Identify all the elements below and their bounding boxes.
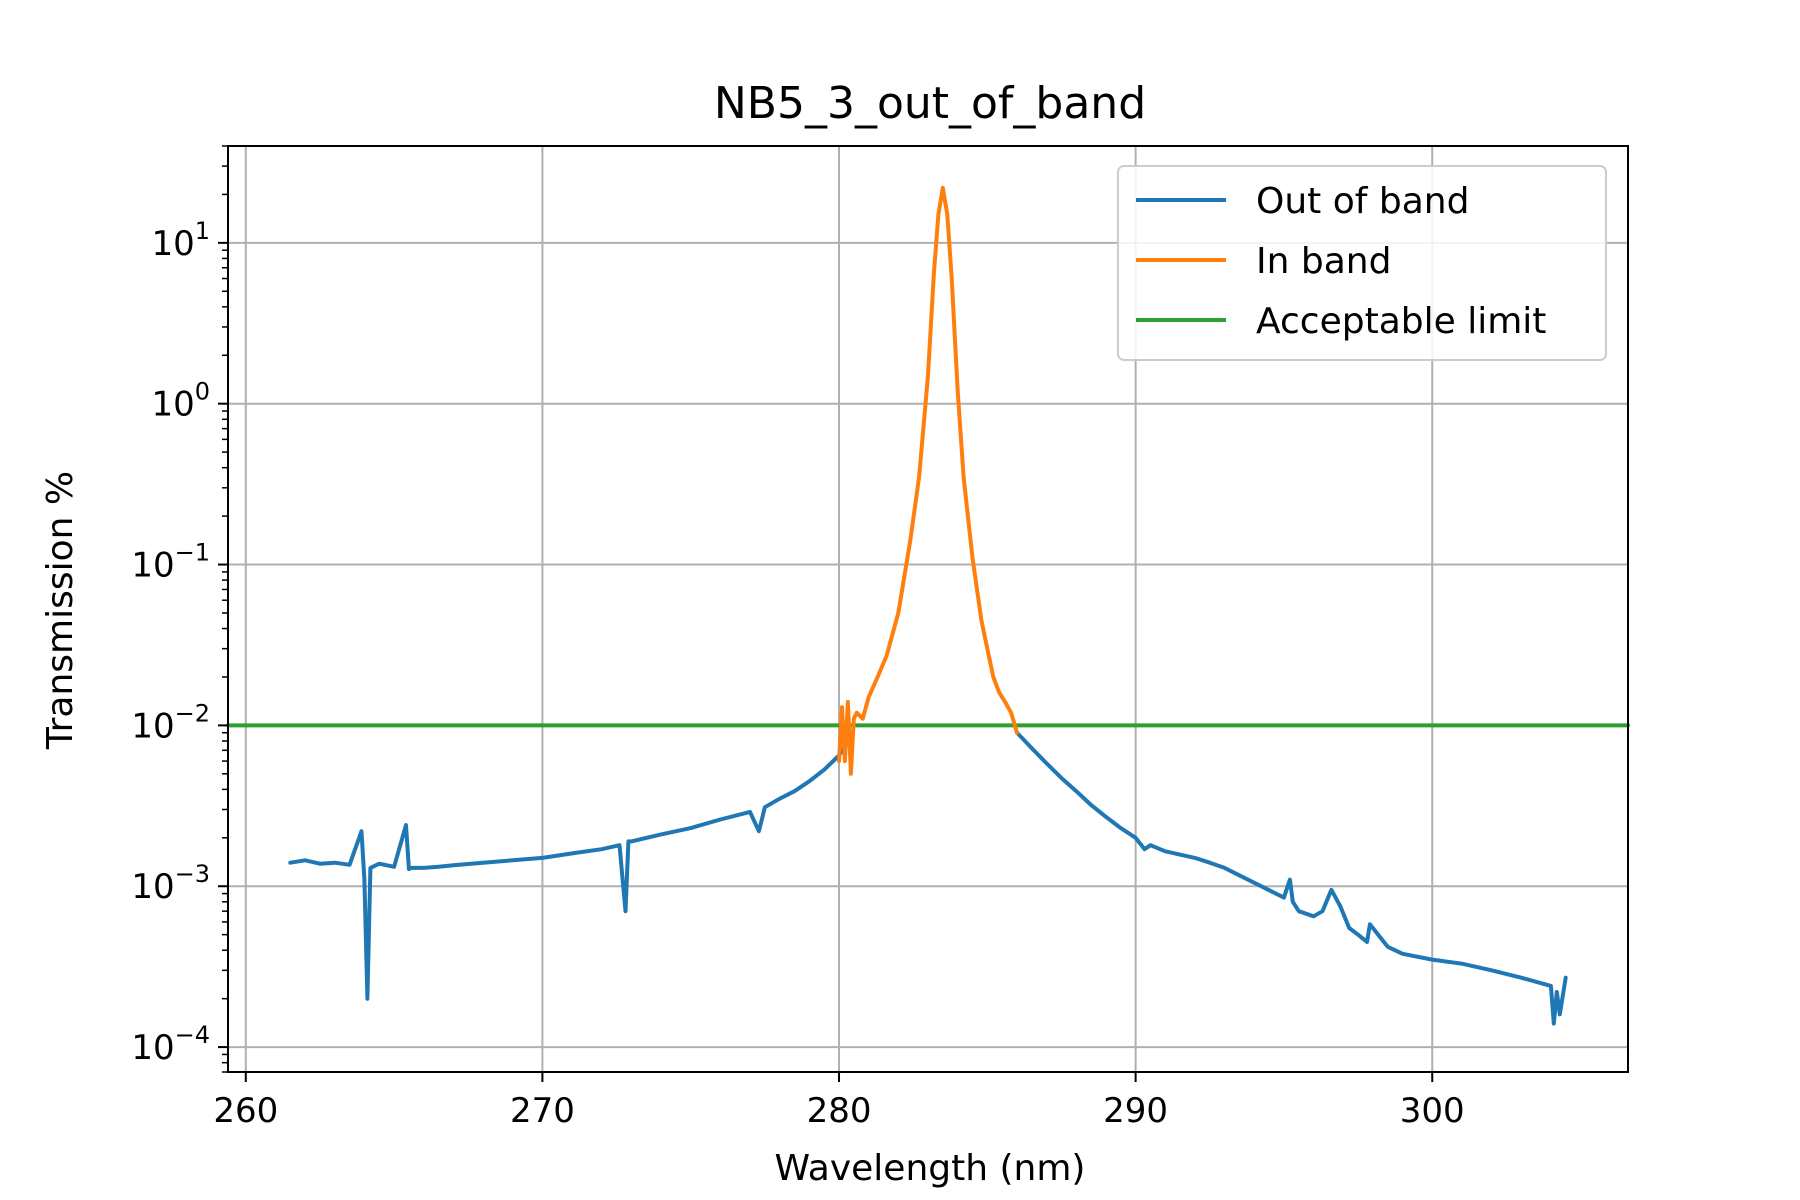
y-tick-label: 101 xyxy=(151,217,210,264)
x-axis-label: Wavelength (nm) xyxy=(775,1148,1086,1189)
y-axis-label: Transmission % xyxy=(40,471,81,750)
x-tick-label: 260 xyxy=(213,1091,278,1131)
legend-box xyxy=(1117,165,1607,361)
legend-label: Acceptable limit xyxy=(1256,301,1546,342)
y-tick-label: 10−2 xyxy=(131,699,210,746)
y-tick-label: 100 xyxy=(151,378,210,425)
legend-label: In band xyxy=(1256,241,1391,282)
legend-label: Out of band xyxy=(1256,181,1469,222)
series-line-out-of-band xyxy=(288,743,847,1001)
y-tick-label: 10−1 xyxy=(131,539,210,586)
ticks: 260 270 280 290 300 10−4 10−3 10−2 10−1 100 101 xyxy=(131,145,1465,1131)
x-tick-label: 290 xyxy=(1103,1091,1168,1131)
y-tick-label: 10−4 xyxy=(131,1021,210,1068)
series-line-out-of-band-right xyxy=(1015,730,1568,1026)
chart-title: NB5_3_out_of_band xyxy=(714,78,1146,129)
x-tick-label: 270 xyxy=(510,1091,575,1131)
series-line-in-band xyxy=(837,185,1019,776)
x-tick-label: 300 xyxy=(1400,1091,1465,1131)
legend: Out of band In band Acceptable limit xyxy=(1117,165,1607,361)
plot-frame xyxy=(227,145,1629,1073)
series-layer xyxy=(226,185,1630,1026)
x-tick-label: 280 xyxy=(807,1091,872,1131)
y-tick-label: 10−3 xyxy=(131,860,210,907)
